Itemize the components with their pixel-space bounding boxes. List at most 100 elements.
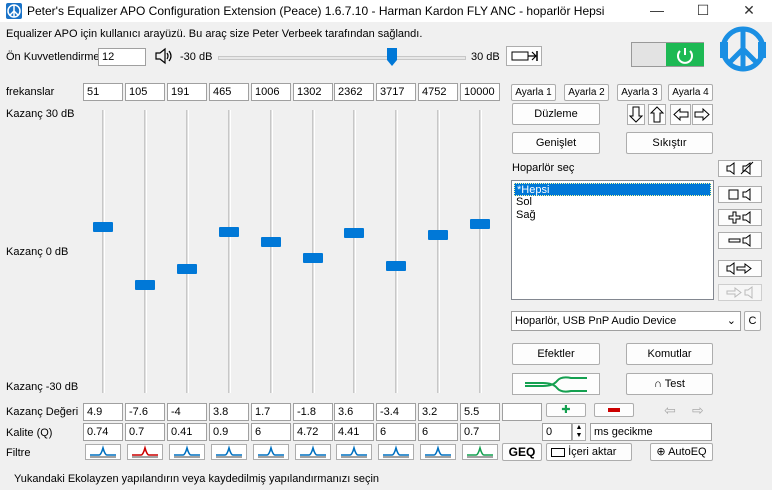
quality-input[interactable]: 6 <box>376 423 416 441</box>
gain-slider-track[interactable] <box>479 110 482 393</box>
frequency-input[interactable]: 51 <box>83 83 123 101</box>
speaker-item-all[interactable]: *Hepsi <box>514 183 711 196</box>
gain-slider-track[interactable] <box>270 110 273 393</box>
remove-band-button[interactable] <box>594 403 634 417</box>
speaker-disabled-button[interactable] <box>718 284 762 301</box>
speaker-item-left[interactable]: Sol <box>516 196 532 208</box>
gain-slider-track[interactable] <box>186 110 189 393</box>
close-button[interactable]: ✕ <box>743 2 755 18</box>
filter-type-button[interactable] <box>127 444 163 460</box>
maximize-button[interactable]: ☐ <box>696 2 710 18</box>
gain-slider-track[interactable] <box>437 110 440 393</box>
frequency-input[interactable]: 465 <box>209 83 249 101</box>
frequency-input[interactable]: 191 <box>167 83 207 101</box>
minimize-button[interactable]: — <box>650 2 664 18</box>
frequency-input[interactable]: 105 <box>125 83 165 101</box>
gain-slider-track[interactable] <box>144 110 147 393</box>
gain-slider-thumb[interactable] <box>344 228 364 238</box>
effects-button[interactable]: Efektler <box>512 343 600 365</box>
speaker-forward-button[interactable] <box>718 260 762 277</box>
power-toggle[interactable] <box>631 42 704 67</box>
delay-input[interactable]: 0 <box>542 423 572 441</box>
gain-slider-thumb[interactable] <box>135 280 155 290</box>
gain-slider-thumb[interactable] <box>428 230 448 240</box>
add-band-button[interactable]: ✚ <box>546 403 586 417</box>
import-button[interactable]: İçeri aktar <box>546 443 632 461</box>
gain-slider-thumb[interactable] <box>261 237 281 247</box>
quality-input[interactable]: 0.7 <box>125 423 165 441</box>
speaker-item-right[interactable]: Sağ <box>516 209 536 221</box>
extra-gain-input[interactable] <box>502 403 542 421</box>
gain-slider-thumb[interactable] <box>177 264 197 274</box>
preset-4-button[interactable]: Ayarla 4 <box>668 84 713 101</box>
arrow-down-button[interactable] <box>627 104 645 125</box>
quality-input[interactable]: 6 <box>251 423 291 441</box>
gain-input[interactable]: 3.6 <box>334 403 374 421</box>
test-button[interactable]: ∩ Test <box>626 373 713 395</box>
quality-input[interactable]: 0.41 <box>167 423 207 441</box>
filter-type-button[interactable] <box>253 444 289 460</box>
gain-input[interactable]: -4 <box>167 403 207 421</box>
compress-button[interactable]: Sıkıştır <box>626 132 713 154</box>
filter-type-button[interactable] <box>85 444 121 460</box>
autoeq-button[interactable]: ⊕ AutoEQ <box>650 443 713 461</box>
delay-spinner[interactable]: ▲ ▼ <box>572 423 586 441</box>
filter-type-button[interactable] <box>295 444 331 460</box>
gain-slider-track[interactable] <box>395 110 398 393</box>
gain-input[interactable]: 5.5 <box>460 403 500 421</box>
frequency-input[interactable]: 3717 <box>376 83 416 101</box>
arrow-left-button[interactable] <box>670 104 691 125</box>
filter-type-button[interactable] <box>169 444 205 460</box>
expand-button[interactable]: Genişlet <box>512 132 600 154</box>
commands-button[interactable]: Komutlar <box>626 343 713 365</box>
gain-slider-track[interactable] <box>102 110 105 393</box>
preamp-slider-track[interactable] <box>218 56 466 60</box>
arrow-right-button[interactable] <box>692 104 713 125</box>
device-select[interactable]: Hoparlör, USB PnP Audio Device ⌄ <box>511 311 741 331</box>
gain-input[interactable]: 3.8 <box>209 403 249 421</box>
preamp-input[interactable]: 12 <box>98 48 146 66</box>
gain-slider-thumb[interactable] <box>386 261 406 271</box>
scroll-right-icon[interactable]: ⇨ <box>692 402 704 418</box>
gain-input[interactable]: -3.4 <box>376 403 416 421</box>
frequency-input[interactable]: 1302 <box>293 83 333 101</box>
gain-slider-thumb[interactable] <box>470 219 490 229</box>
flatten-button[interactable]: Düzleme <box>512 103 600 125</box>
gain-input[interactable]: -7.6 <box>125 403 165 421</box>
quality-input[interactable]: 6 <box>418 423 458 441</box>
filter-type-button[interactable] <box>420 444 456 460</box>
gain-input[interactable]: 1.7 <box>251 403 291 421</box>
frequency-input[interactable]: 1006 <box>251 83 291 101</box>
mute-speaker-button[interactable] <box>718 160 762 177</box>
device-extra-button[interactable]: C <box>744 311 761 331</box>
plus-speaker-button[interactable] <box>718 209 762 226</box>
geq-button[interactable]: GEQ <box>502 443 542 461</box>
filter-type-button[interactable] <box>462 444 498 460</box>
gain-input[interactable]: 3.2 <box>418 403 458 421</box>
quality-input[interactable]: 0.7 <box>460 423 500 441</box>
speaker-volume-icon[interactable] <box>154 47 174 65</box>
frequency-input[interactable]: 4752 <box>418 83 458 101</box>
preamp-slider-thumb[interactable] <box>387 48 397 66</box>
quality-input[interactable]: 4.41 <box>334 423 374 441</box>
preset-2-button[interactable]: Ayarla 2 <box>564 84 609 101</box>
scroll-left-icon[interactable]: ⇦ <box>664 402 676 418</box>
gain-slider-thumb[interactable] <box>219 227 239 237</box>
add-speaker-button[interactable] <box>718 186 762 203</box>
frequency-input[interactable]: 10000 <box>460 83 500 101</box>
speaker-list[interactable]: *Hepsi Sol Sağ <box>511 180 714 300</box>
curve-view-button[interactable] <box>512 373 600 395</box>
arrow-up-button[interactable] <box>648 104 666 125</box>
gain-slider-track[interactable] <box>312 110 315 393</box>
gain-input[interactable]: -1.8 <box>293 403 333 421</box>
filter-type-button[interactable] <box>211 444 247 460</box>
gain-slider-thumb[interactable] <box>303 253 323 263</box>
preset-3-button[interactable]: Ayarla 3 <box>617 84 662 101</box>
preset-1-button[interactable]: Ayarla 1 <box>511 84 556 101</box>
gain-input[interactable]: 4.9 <box>83 403 123 421</box>
minus-speaker-button[interactable] <box>718 232 762 249</box>
gain-slider-track[interactable] <box>353 110 356 393</box>
output-device-button[interactable] <box>506 46 542 66</box>
quality-input[interactable]: 4.72 <box>293 423 333 441</box>
quality-input[interactable]: 0.74 <box>83 423 123 441</box>
